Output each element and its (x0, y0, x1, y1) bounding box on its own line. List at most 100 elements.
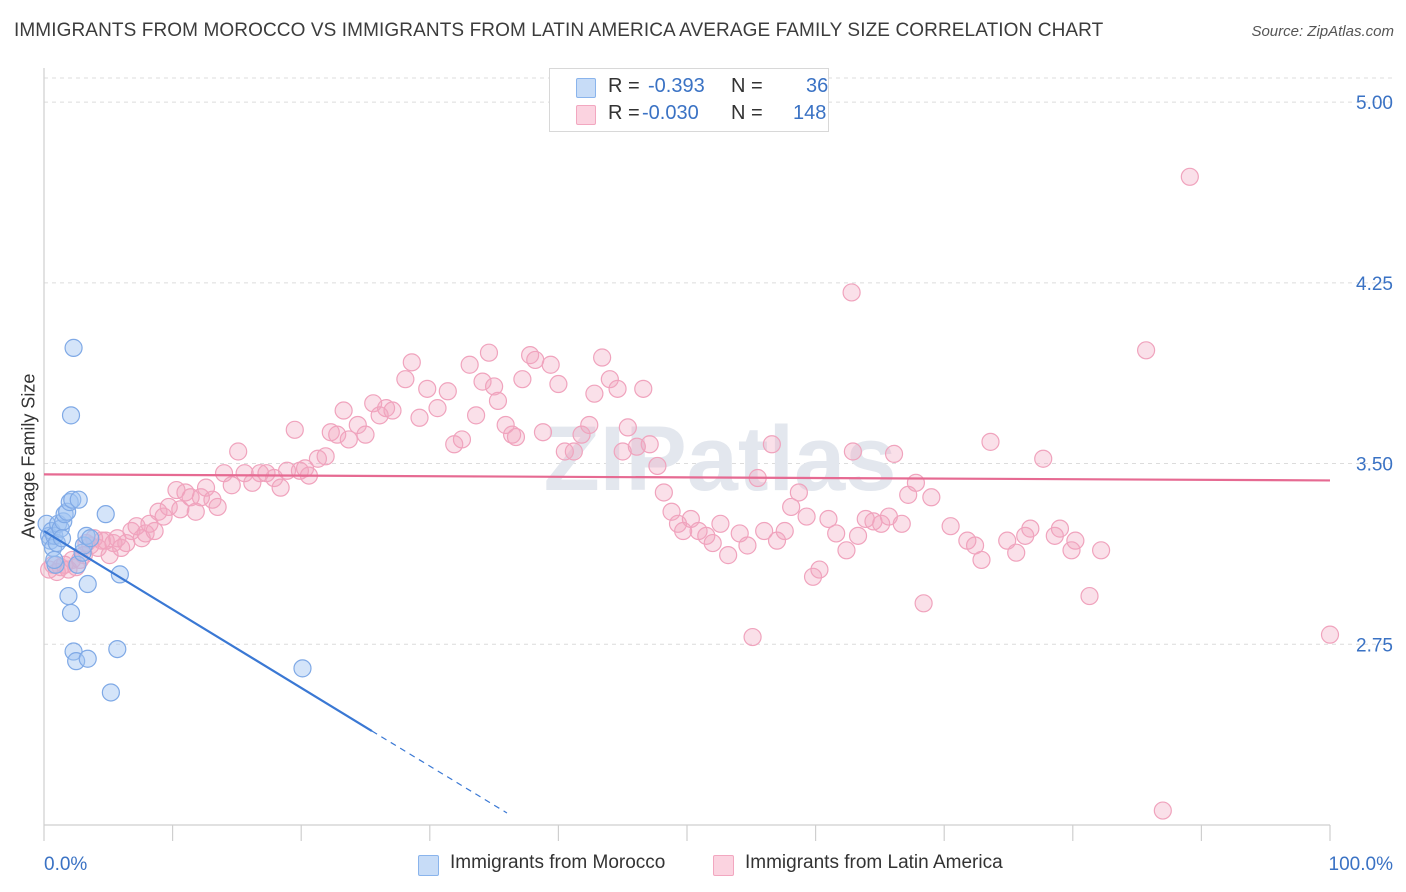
legend-r-value: -0.393 (648, 75, 705, 97)
latin-america-point (1062, 541, 1081, 560)
morocco-point (67, 652, 86, 671)
latin-america-point (396, 370, 415, 389)
latin-america-point (914, 594, 933, 613)
latin-america-point (222, 476, 241, 495)
latin-america-point (496, 415, 515, 435)
morocco-point (108, 639, 127, 659)
y-axis-label: Average Family Size (18, 373, 39, 539)
latin-america-point (108, 529, 127, 548)
latin-america-point (533, 423, 553, 442)
latin-america-point (640, 435, 659, 454)
morocco-point (45, 550, 64, 570)
latin-america-point (1137, 341, 1156, 360)
latin-america-point (884, 444, 904, 464)
legend-r-value: -0.030 (642, 102, 699, 124)
morocco-points (37, 338, 312, 702)
latin-america-point (1180, 167, 1199, 186)
morocco-point (59, 586, 78, 606)
morocco-point (68, 555, 87, 574)
gridlines (44, 77, 1393, 645)
latin-america-point (271, 478, 290, 497)
latin-america-point (513, 370, 532, 389)
latin-america-point (1021, 519, 1040, 538)
latin-america-point (541, 355, 560, 374)
legend-n-value: 36 (806, 75, 829, 97)
latin-america-point (285, 420, 304, 439)
latin-america-point (767, 531, 787, 550)
latin-america-point (827, 524, 846, 543)
latin-america-point (906, 473, 926, 492)
latin-america-point (618, 418, 637, 437)
legend-r-label: R = (608, 75, 640, 97)
x-tick-label: 0.0% (44, 854, 87, 875)
latin-america-point (410, 408, 429, 427)
latin-america-point (848, 526, 868, 545)
latin-america-point (654, 483, 673, 502)
latin-america-point (585, 384, 604, 403)
y-tick-label: 5.00 (1356, 93, 1393, 114)
latin-america-point (797, 507, 816, 526)
legend-n-value: 148 (793, 102, 827, 124)
morocco-point (54, 512, 73, 531)
legend-swatch-morocco (576, 78, 596, 98)
legend-label-morocco: Immigrants from Morocco (450, 852, 666, 873)
latin-america-point (782, 497, 801, 517)
latin-america-point (383, 401, 402, 420)
latin-america-point (526, 350, 545, 370)
latin-america-point (837, 541, 856, 560)
latin-america-point (634, 379, 653, 398)
latin-america-point (154, 507, 173, 526)
latin-america-point (755, 521, 774, 541)
latin-america-point (112, 538, 131, 557)
latin-america-point (149, 502, 168, 521)
legend-swatch-morocco (418, 855, 439, 876)
latin-america-point (711, 514, 730, 533)
latin-america-point (488, 391, 508, 410)
latin-america-point (572, 425, 591, 444)
morocco-point (63, 490, 82, 509)
latin-america-point (600, 370, 619, 389)
latin-america-point (250, 464, 270, 483)
latin-america-point (872, 514, 891, 533)
latin-america-point (521, 346, 540, 365)
latin-america-point (452, 430, 472, 449)
latin-america-point (810, 560, 829, 579)
latin-america-point (1153, 801, 1172, 820)
morocco-point (51, 519, 70, 538)
latin-america-point (1050, 519, 1070, 538)
latin-america-point (235, 464, 254, 483)
y-tick-label: 3.50 (1356, 455, 1393, 476)
latin-america-point (171, 500, 190, 519)
latin-america-point (186, 502, 205, 521)
latin-america-point (1091, 541, 1111, 560)
latin-america-point (191, 488, 210, 507)
latin-america-point (208, 497, 227, 517)
latin-america-point (648, 456, 667, 476)
legend-r-label: R = (608, 102, 640, 124)
latin-america-point (775, 521, 794, 541)
latin-america-point (418, 379, 437, 398)
morocco-point (69, 490, 88, 509)
y-tick-label: 2.75 (1356, 635, 1393, 656)
morocco-point (96, 505, 115, 524)
latin-america-point (438, 382, 457, 401)
latin-america-point (316, 447, 335, 466)
latin-america-point (564, 442, 583, 461)
morocco-point (55, 505, 74, 524)
latin-america-point (348, 415, 367, 435)
morocco-trend-line (43, 530, 373, 732)
latin-america-point (762, 435, 781, 454)
source-label: Source: ZipAtlas.com (1251, 23, 1394, 40)
latin-america-trend-line (43, 473, 1331, 482)
latin-america-point (981, 432, 1000, 451)
latin-america-point (100, 546, 119, 565)
latin-america-point (460, 355, 479, 374)
latin-america-point (473, 372, 492, 391)
latin-america-point (356, 425, 375, 444)
latin-america-point (1066, 531, 1085, 550)
latin-america-point (738, 536, 757, 555)
latin-america-point (842, 283, 861, 302)
latin-america-point (181, 488, 200, 507)
latin-america-point (697, 526, 716, 545)
latin-america-point (998, 531, 1017, 550)
